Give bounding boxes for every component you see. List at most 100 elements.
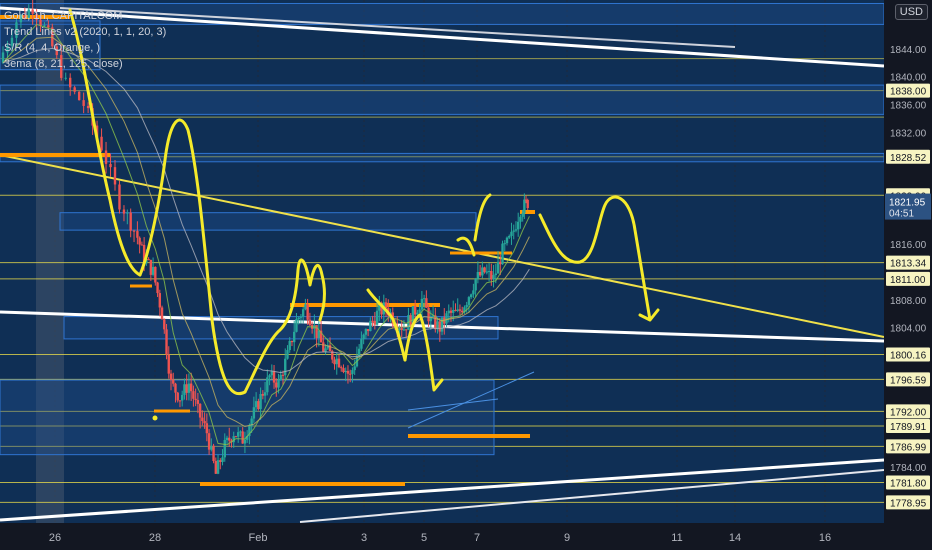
ema-mid xyxy=(2,36,530,428)
candle-body xyxy=(526,199,529,209)
candle-body xyxy=(512,230,515,232)
candle-body xyxy=(167,354,170,374)
y-tick-label: 1844.00 xyxy=(890,45,927,56)
candle-body xyxy=(216,460,220,474)
x-tick-label: 16 xyxy=(819,532,831,544)
candle-body xyxy=(335,358,338,365)
current-price-label: 1821.95 xyxy=(889,198,926,209)
candle-body xyxy=(317,330,321,339)
candle-body xyxy=(47,25,50,28)
candle-body xyxy=(331,351,334,360)
price-tag-label: 1792.00 xyxy=(890,407,927,418)
candle-body xyxy=(122,209,126,214)
candle-body xyxy=(398,328,401,331)
candle-body xyxy=(299,316,303,318)
candle-body xyxy=(290,340,294,343)
current-price-tag xyxy=(885,193,931,220)
symbol-label[interactable]: Gold, 1h, CAPITALCOM xyxy=(4,10,123,22)
price-tag-label: 1813.34 xyxy=(890,259,927,270)
candle-body xyxy=(268,375,271,378)
price-tag-label: 1800.16 xyxy=(890,351,927,362)
candle-body xyxy=(490,271,493,280)
candle-body xyxy=(483,267,486,273)
candle-body xyxy=(261,394,265,396)
candle-body xyxy=(524,199,528,201)
candle-body xyxy=(478,271,482,276)
candle-body xyxy=(113,167,117,185)
candle-body xyxy=(413,306,417,315)
candle-body xyxy=(286,350,289,359)
candle-body xyxy=(315,325,318,339)
chart-legend: Gold, 1h, CAPITALCOM Trend Lines v2 (202… xyxy=(4,8,166,72)
candle-body xyxy=(456,309,459,311)
price-tag-label: 1811.00 xyxy=(890,275,926,286)
candle-body xyxy=(505,237,509,244)
candle-body xyxy=(109,163,112,168)
candle-body xyxy=(169,373,173,380)
candle-body xyxy=(241,431,244,444)
candle-body xyxy=(503,243,506,245)
x-tick-label: 11 xyxy=(671,532,682,544)
candle-body xyxy=(201,417,204,422)
candle-body xyxy=(174,383,177,393)
trend-line-lower xyxy=(0,458,885,522)
candle-body xyxy=(248,426,251,437)
y-tick-label: 1840.00 xyxy=(890,73,927,84)
candle-body xyxy=(132,230,136,232)
hand-drawn-annotation xyxy=(243,258,326,394)
candle-body xyxy=(272,371,276,383)
indicator-trend-lines[interactable]: Trend Lines v2 (2020, 1, 1, 20, 3) xyxy=(4,26,167,38)
candle-body xyxy=(263,392,267,396)
candle-body xyxy=(214,461,217,474)
hand-drawn-annotation xyxy=(366,288,407,362)
candle-body xyxy=(147,259,150,261)
candle-body xyxy=(328,345,332,352)
candle-body xyxy=(434,315,437,330)
price-tag xyxy=(886,83,930,98)
candle-body xyxy=(192,391,195,399)
price-tag-label: 1789.91 xyxy=(890,422,927,433)
hand-drawn-annotation xyxy=(456,236,476,257)
candle-body xyxy=(158,293,161,308)
price-tag-label: 1786.99 xyxy=(890,442,927,453)
candle-body xyxy=(360,339,363,349)
candle-body xyxy=(100,136,103,151)
candle-body xyxy=(126,212,129,214)
candle-body xyxy=(178,400,182,402)
candle-body xyxy=(19,15,23,23)
candle-body xyxy=(306,304,309,320)
candle-body xyxy=(136,231,139,238)
candle-body xyxy=(252,407,256,419)
candle-body xyxy=(15,22,18,38)
indicator-3ema[interactable]: 3ema (8, 21, 125, close) xyxy=(4,58,123,70)
candle-body xyxy=(156,282,159,294)
currency-button[interactable]: USD xyxy=(894,4,928,20)
candle-body xyxy=(228,437,231,441)
hand-drawn-annotation xyxy=(138,118,247,396)
candle-body xyxy=(304,304,307,310)
candle-body xyxy=(447,310,450,314)
candle-body xyxy=(225,437,229,441)
candle-body xyxy=(411,306,415,325)
candle-body xyxy=(194,398,197,401)
indicator-sr[interactable]: S/R (4, 4, Orange, ) xyxy=(4,42,100,54)
candle-body xyxy=(142,244,146,264)
candle-body xyxy=(521,213,524,217)
candle-body xyxy=(10,37,14,46)
price-tag xyxy=(886,255,930,270)
candle-body xyxy=(349,373,352,375)
candle-body xyxy=(187,383,191,393)
candle-body xyxy=(400,328,403,330)
x-tick-label: 7 xyxy=(474,532,480,544)
candle-body xyxy=(514,229,518,231)
candle-body xyxy=(43,25,46,27)
price-tag xyxy=(886,404,930,419)
candle-body xyxy=(301,309,305,317)
candle-body xyxy=(196,400,200,404)
candle-body xyxy=(270,371,273,376)
session-highlight xyxy=(36,0,64,523)
candle-body xyxy=(69,77,72,88)
candle-body xyxy=(369,320,372,332)
x-tick-label: 28 xyxy=(149,532,161,544)
